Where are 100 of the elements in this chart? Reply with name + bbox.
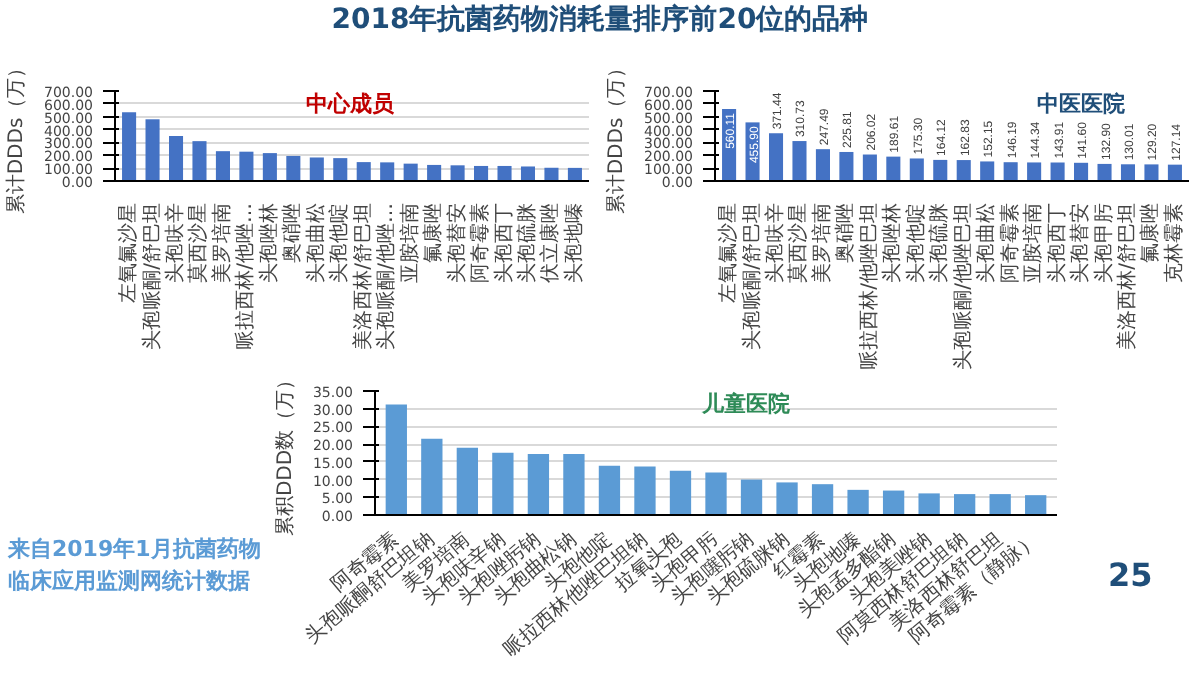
x-tick-label: 美洛西林/舒巴坦 <box>350 202 375 350</box>
x-tick-label: 左氧氟沙星 <box>716 203 741 303</box>
x-tick-label: 头孢唑林 <box>880 203 905 283</box>
bar <box>980 161 995 181</box>
x-tick-label: 哌拉西林/他唑巴坦 <box>856 202 881 370</box>
bar <box>356 162 371 181</box>
bar <box>669 470 692 515</box>
x-tick-label: 奥硝唑 <box>280 203 305 263</box>
bar <box>168 136 184 181</box>
bar <box>1097 163 1112 181</box>
x-tick-label: 奥硝唑 <box>833 203 858 263</box>
x-tick-label: 莫西沙星 <box>186 203 211 283</box>
x-tick-label: 头孢曲松 <box>974 203 999 283</box>
x-tick-label: 哌拉西林/他唑… <box>233 202 258 350</box>
text: 来自2019年1月抗菌药物临床应用监测网统计数据 <box>8 534 263 597</box>
bar <box>1025 495 1047 515</box>
y-axis-title: 累计DDDs（万） <box>4 57 29 215</box>
x-tick-label: 伏立康唑 <box>538 203 563 283</box>
x-tick-label: 头孢替安 <box>1068 203 1093 283</box>
bar <box>145 119 160 181</box>
bar <box>918 493 940 515</box>
bar <box>956 160 971 181</box>
bar <box>450 165 465 181</box>
bar <box>474 165 489 181</box>
bar <box>862 154 877 181</box>
x-tick-label: 头孢硫脒 <box>514 203 539 283</box>
x-tick-label: 头孢硫脒 <box>927 203 952 283</box>
bar <box>544 167 559 181</box>
x-tick-label: 亚胺培南 <box>1021 203 1046 283</box>
bar <box>1144 164 1159 181</box>
x-tick-label: 美罗培南 <box>209 203 234 283</box>
x-tick-label: 美罗培南 <box>809 203 834 283</box>
bar <box>456 447 479 515</box>
x-tick-label: 克林霉素 <box>1161 203 1186 283</box>
y-axis-title: 累积DDD数（万） <box>274 369 297 537</box>
bar <box>882 490 905 515</box>
bar <box>909 158 924 181</box>
bar <box>1003 162 1018 181</box>
x-tick-label: 头孢哌酮/他唑… <box>374 202 399 350</box>
bar <box>1167 164 1182 181</box>
x-tick-label: 头孢甲肟 <box>1091 203 1116 283</box>
bar <box>427 164 442 181</box>
bar <box>634 466 656 515</box>
bar <box>497 165 512 181</box>
x-tick-label: 头孢哌酮/舒巴坦 <box>139 202 164 350</box>
bar <box>333 158 348 181</box>
text: 2018年抗菌药物消耗量排序前20位的品种 <box>331 1 869 40</box>
x-tick-label: 亚胺培南 <box>397 203 422 283</box>
bar <box>286 155 301 181</box>
bar <box>567 167 582 181</box>
x-tick-label: 头孢唑林 <box>256 203 281 283</box>
bar <box>768 133 784 181</box>
x-tick-label: 头孢西丁 <box>1044 203 1069 283</box>
x-tick-label: 左氧氟沙星 <box>116 203 141 303</box>
bar <box>492 452 514 515</box>
bar <box>886 156 901 181</box>
bar <box>598 465 621 515</box>
bar <box>1027 162 1042 181</box>
bar <box>239 151 254 181</box>
bar <box>309 157 324 181</box>
bar <box>839 151 854 181</box>
x-tick-label: 头孢哌酮/他唑巴坦 <box>950 202 975 370</box>
x-tick-label: 阿奇霉素 <box>468 203 493 283</box>
bar <box>563 454 585 515</box>
x-tick-label: 氟康唑 <box>421 203 446 263</box>
x-tick-label: 头孢他啶 <box>903 203 928 283</box>
bar <box>792 141 807 181</box>
x-tick-label: 头孢西丁 <box>491 203 516 283</box>
x-tick-label: 头孢呋辛 <box>163 203 188 283</box>
bar <box>215 151 230 181</box>
x-tick-label: 头孢替安 <box>444 203 469 283</box>
x-tick-label: 头孢哌酮/舒巴坦 <box>739 202 764 350</box>
x-tick-label: 头孢地嗪 <box>561 203 586 283</box>
bar <box>847 489 869 515</box>
bar <box>776 482 798 515</box>
bar <box>527 454 550 515</box>
bar <box>403 163 418 181</box>
chart-title: 中心成员 <box>305 91 396 117</box>
bar <box>933 159 948 181</box>
bar <box>385 404 407 515</box>
bar <box>122 112 137 181</box>
bar <box>421 438 443 515</box>
bar <box>705 472 727 515</box>
text: 25 <box>1108 554 1153 598</box>
bar <box>1074 162 1089 181</box>
x-tick-label: 氟康唑 <box>1138 203 1163 263</box>
x-tick-label: 莫西沙星 <box>786 203 811 283</box>
bar <box>989 494 1011 515</box>
chart-title: 儿童医院 <box>700 391 791 417</box>
bar <box>1050 162 1065 181</box>
x-tick-label: 头孢他啶 <box>327 203 352 283</box>
bar <box>520 166 536 181</box>
x-tick-label: 头孢曲松 <box>303 203 328 283</box>
bar <box>811 484 834 515</box>
x-tick-label: 阿奇霉素 <box>997 203 1022 283</box>
x-tick-label: 美洛西林/舒巴坦 <box>1114 202 1139 350</box>
chart-title: 中医医院 <box>1037 91 1126 117</box>
bar <box>380 162 395 181</box>
x-tick-label: 头孢呋辛 <box>763 203 788 283</box>
bar <box>815 149 830 181</box>
